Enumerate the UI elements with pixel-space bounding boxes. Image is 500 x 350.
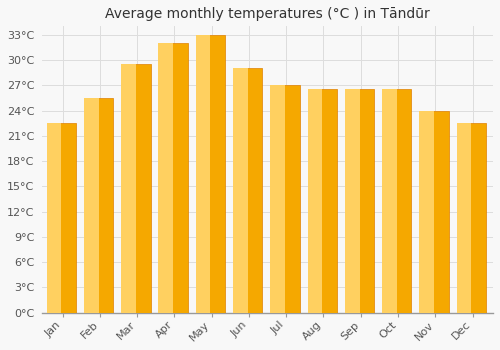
Bar — [158, 43, 173, 313]
Bar — [456, 123, 471, 313]
Title: Average monthly temperatures (°C ) in Tāndūr: Average monthly temperatures (°C ) in Tā… — [105, 7, 430, 21]
Bar — [198, 35, 225, 313]
Bar — [233, 68, 248, 313]
Bar — [49, 123, 76, 313]
Bar — [348, 90, 374, 313]
Bar — [124, 64, 150, 313]
Bar — [86, 98, 114, 313]
Bar — [236, 68, 262, 313]
Bar — [273, 85, 299, 313]
Bar — [420, 111, 434, 313]
Bar — [121, 64, 136, 313]
Bar — [382, 90, 397, 313]
Bar — [270, 85, 285, 313]
Bar — [345, 90, 360, 313]
Bar — [308, 90, 322, 313]
Bar — [84, 98, 98, 313]
Bar — [310, 90, 337, 313]
Bar — [196, 35, 210, 313]
Bar — [384, 90, 411, 313]
Bar — [46, 123, 62, 313]
Bar — [459, 123, 486, 313]
Bar — [161, 43, 188, 313]
Bar — [422, 111, 448, 313]
